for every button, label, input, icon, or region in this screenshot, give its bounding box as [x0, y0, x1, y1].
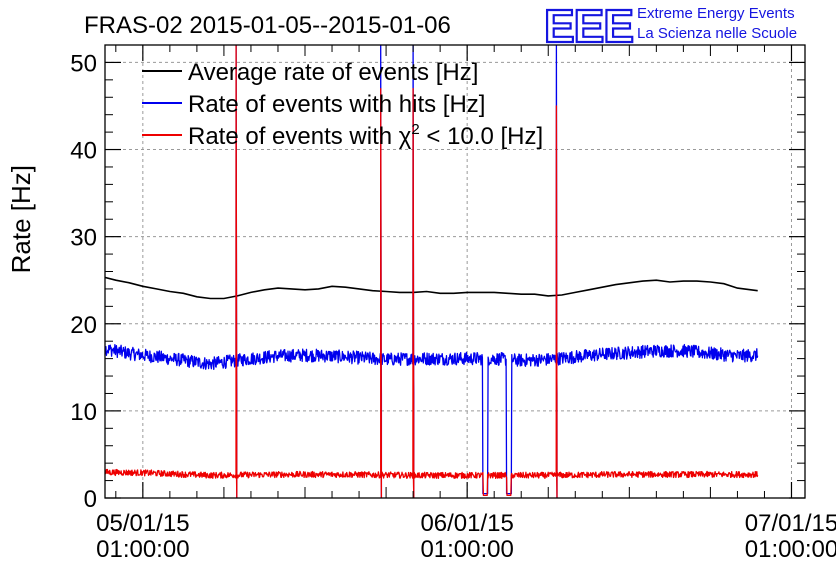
grid-lines [105, 45, 805, 498]
x-tick-label-date: 06/01/15 [420, 510, 513, 537]
legend-label-chi2-symbol: χ [399, 123, 412, 150]
legend-label-hits: Rate of events with hits [Hz] [188, 91, 485, 118]
axis-ticks [105, 44, 805, 499]
plot-area [104, 44, 806, 499]
y-axis-label: Rate [Hz] [6, 165, 36, 273]
series-line-0 [105, 276, 758, 300]
x-tick-label-date: 05/01/15 [96, 510, 189, 537]
legend-label-chi2-suffix: < 10.0 [Hz] [420, 123, 543, 150]
y-tick-label: 50 [70, 50, 97, 77]
series-line-2 [105, 45, 759, 498]
x-tick-label-time: 01:00:00 [420, 536, 513, 563]
legend-label-chi2-sup: 2 [411, 121, 419, 138]
eee-logo: EEE [544, 0, 633, 52]
legend-label-chi2: Rate of events with χ2 < 10.0 [Hz] [188, 121, 543, 150]
x-tick-label-time: 01:00:00 [96, 536, 189, 563]
y-tick-label: 40 [70, 138, 97, 165]
y-tick-label: 10 [70, 399, 97, 426]
legend-label-chi2-prefix: Rate of events with [188, 123, 399, 150]
series-layer [105, 45, 759, 498]
x-tick-label-time: 01:00:00 [745, 536, 836, 563]
legend-label-average: Average rate of events [Hz] [188, 59, 478, 86]
x-tick-label-date: 07/01/15 [745, 510, 836, 537]
brand-line-2: La Scienza nelle Scuole [637, 25, 797, 42]
legend: Average rate of events [Hz] Rate of even… [142, 59, 543, 150]
tick-labels: 0102030405005/01/1501:00:0006/01/1501:00… [70, 50, 836, 563]
brand-line-1: Extreme Energy Events [637, 5, 795, 22]
series-line-1 [105, 45, 759, 498]
chart-title: FRAS-02 2015-01-05--2015-01-06 [84, 12, 451, 39]
y-tick-label: 30 [70, 225, 97, 252]
y-tick-label: 0 [84, 486, 97, 513]
y-tick-label: 20 [70, 312, 97, 339]
